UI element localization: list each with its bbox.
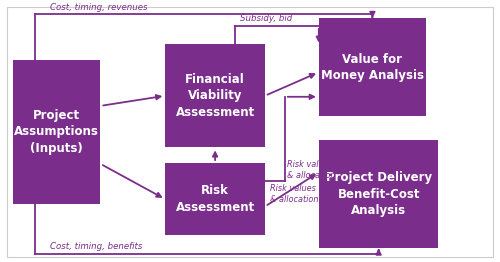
- Text: Cost, timing, benefits: Cost, timing, benefits: [50, 242, 142, 251]
- Text: Project
Assumptions
(Inputs): Project Assumptions (Inputs): [14, 109, 99, 155]
- Text: Project Delivery
Benefit-Cost
Analysis: Project Delivery Benefit-Cost Analysis: [326, 171, 432, 217]
- Text: Risk
Assessment: Risk Assessment: [176, 184, 254, 214]
- Text: Risk values
& allocation: Risk values & allocation: [270, 184, 318, 204]
- FancyBboxPatch shape: [13, 59, 101, 204]
- FancyBboxPatch shape: [165, 163, 265, 236]
- FancyBboxPatch shape: [165, 44, 265, 148]
- FancyBboxPatch shape: [319, 140, 438, 248]
- Text: Risk values
& allocation: Risk values & allocation: [288, 160, 336, 180]
- Text: Cost, timing, revenues: Cost, timing, revenues: [50, 3, 148, 12]
- FancyBboxPatch shape: [319, 18, 426, 116]
- Text: Financial
Viability
Assessment: Financial Viability Assessment: [176, 73, 254, 119]
- Text: Value for
Money Analysis: Value for Money Analysis: [321, 53, 424, 82]
- Text: Subsidy, bid: Subsidy, bid: [240, 14, 292, 23]
